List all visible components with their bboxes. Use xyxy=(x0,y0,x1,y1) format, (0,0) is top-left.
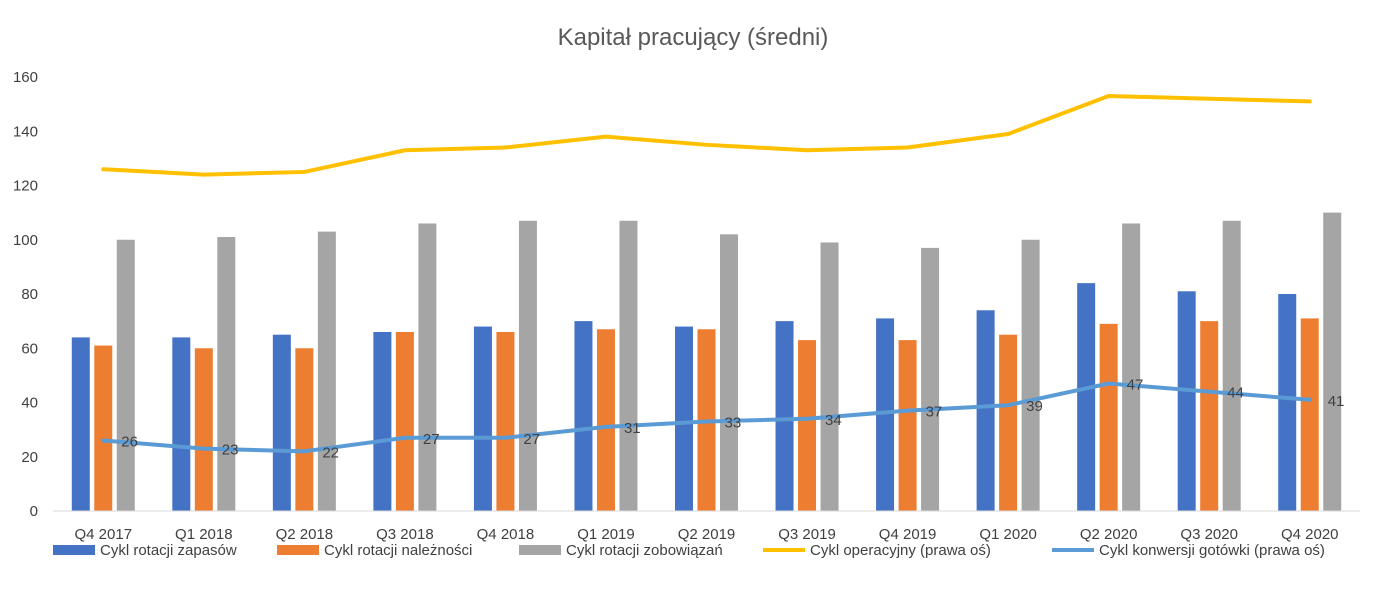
x-tick-label: Q4 2017 xyxy=(74,526,132,543)
y-tick-label: 20 xyxy=(21,449,38,466)
bar xyxy=(820,242,839,511)
bar xyxy=(798,340,817,511)
legend-label: Cykl operacyjny (prawa oś) xyxy=(810,542,991,559)
y-tick-label: 160 xyxy=(13,69,38,86)
bar xyxy=(1300,318,1319,511)
data-label: 34 xyxy=(825,412,842,429)
bar xyxy=(518,220,537,511)
bar xyxy=(921,247,940,511)
series-line xyxy=(101,93,1312,177)
y-tick-label: 120 xyxy=(13,178,38,195)
bar xyxy=(94,345,113,511)
y-tick-label: 0 xyxy=(30,503,38,520)
y-tick-label: 40 xyxy=(21,395,38,412)
data-labels: 26 23 22 27 27 31 33 34 37 39 47 44 41 xyxy=(121,377,1344,462)
bar xyxy=(373,331,392,511)
bar xyxy=(999,334,1018,511)
legend-swatch xyxy=(53,545,95,555)
legend: Cykl rotacji zapasów Cykl rotacji należno… xyxy=(53,542,1325,559)
bar xyxy=(1021,239,1040,511)
data-label: 27 xyxy=(523,431,540,448)
bar xyxy=(1177,291,1196,511)
bar xyxy=(395,331,414,511)
legend-label: Cykl konwersji gotówki (prawa oś) xyxy=(1099,542,1325,559)
x-tick-label: Q3 2018 xyxy=(376,526,434,543)
bar xyxy=(1122,223,1141,511)
legend-label: Cykl rotacji zapasów xyxy=(100,542,237,559)
data-label: 33 xyxy=(725,414,742,431)
bar xyxy=(898,340,917,511)
x-tick-label: Q4 2020 xyxy=(1281,526,1339,543)
bars xyxy=(71,212,1342,512)
data-label: 41 xyxy=(1328,393,1345,410)
bar xyxy=(172,337,191,511)
data-label: 47 xyxy=(1127,377,1144,394)
x-tick-label: Q3 2020 xyxy=(1180,526,1238,543)
bar xyxy=(775,321,794,511)
bar xyxy=(272,334,291,511)
bar xyxy=(1099,323,1118,511)
bar xyxy=(675,326,693,511)
x-tick-label: Q4 2019 xyxy=(879,526,937,543)
x-tick-label: Q3 2019 xyxy=(778,526,836,543)
bar xyxy=(720,234,738,511)
bar xyxy=(116,239,135,511)
y-axis: 0 20 40 60 80 100 120 140 160 xyxy=(13,69,38,520)
x-tick-label: Q1 2019 xyxy=(577,526,635,543)
x-tick-label: Q2 2018 xyxy=(276,526,334,543)
chart-title: Kapitał pracujący (średni) xyxy=(558,24,829,51)
x-tick-label: Q2 2019 xyxy=(678,526,736,543)
bar xyxy=(496,331,515,511)
x-axis: Q4 2017 Q1 2018 Q2 2018 Q3 2018 Q4 2018 Q1 20… xyxy=(74,526,1338,543)
x-tick-label: Q1 2020 xyxy=(979,526,1037,543)
bar xyxy=(976,310,995,511)
bar xyxy=(295,348,314,511)
data-label: 37 xyxy=(926,404,943,421)
y-tick-label: 140 xyxy=(13,123,38,140)
bar xyxy=(619,220,638,511)
bar xyxy=(194,348,213,511)
legend-label: Cykl rotacji należności xyxy=(324,542,472,559)
bar xyxy=(1077,283,1096,511)
legend-swatch xyxy=(277,545,319,555)
legend-label: Cykl rotacji zobowiązań xyxy=(566,542,723,559)
bar xyxy=(217,237,236,511)
y-tick-label: 60 xyxy=(21,340,38,357)
y-tick-label: 80 xyxy=(21,286,38,303)
data-label: 44 xyxy=(1227,385,1244,402)
bar xyxy=(1200,321,1219,511)
legend-swatch xyxy=(519,545,561,555)
series-line xyxy=(101,381,1312,454)
bar xyxy=(876,318,895,511)
lines xyxy=(101,93,1312,454)
x-tick-label: Q4 2018 xyxy=(477,526,535,543)
data-label: 27 xyxy=(423,431,440,448)
bar xyxy=(574,321,593,511)
data-label: 22 xyxy=(322,444,339,461)
x-tick-label: Q1 2018 xyxy=(175,526,233,543)
bar xyxy=(71,337,90,511)
data-label: 31 xyxy=(624,420,641,437)
bar xyxy=(1323,212,1342,511)
bar xyxy=(1278,294,1297,511)
bar xyxy=(1222,220,1241,511)
bar xyxy=(317,231,336,512)
bar xyxy=(596,329,615,511)
data-label: 39 xyxy=(1026,398,1043,415)
bar xyxy=(473,326,492,511)
x-tick-label: Q2 2020 xyxy=(1080,526,1138,543)
y-tick-label: 100 xyxy=(13,232,38,249)
data-label: 23 xyxy=(222,442,239,459)
data-label: 26 xyxy=(121,433,138,450)
bar xyxy=(418,223,437,511)
